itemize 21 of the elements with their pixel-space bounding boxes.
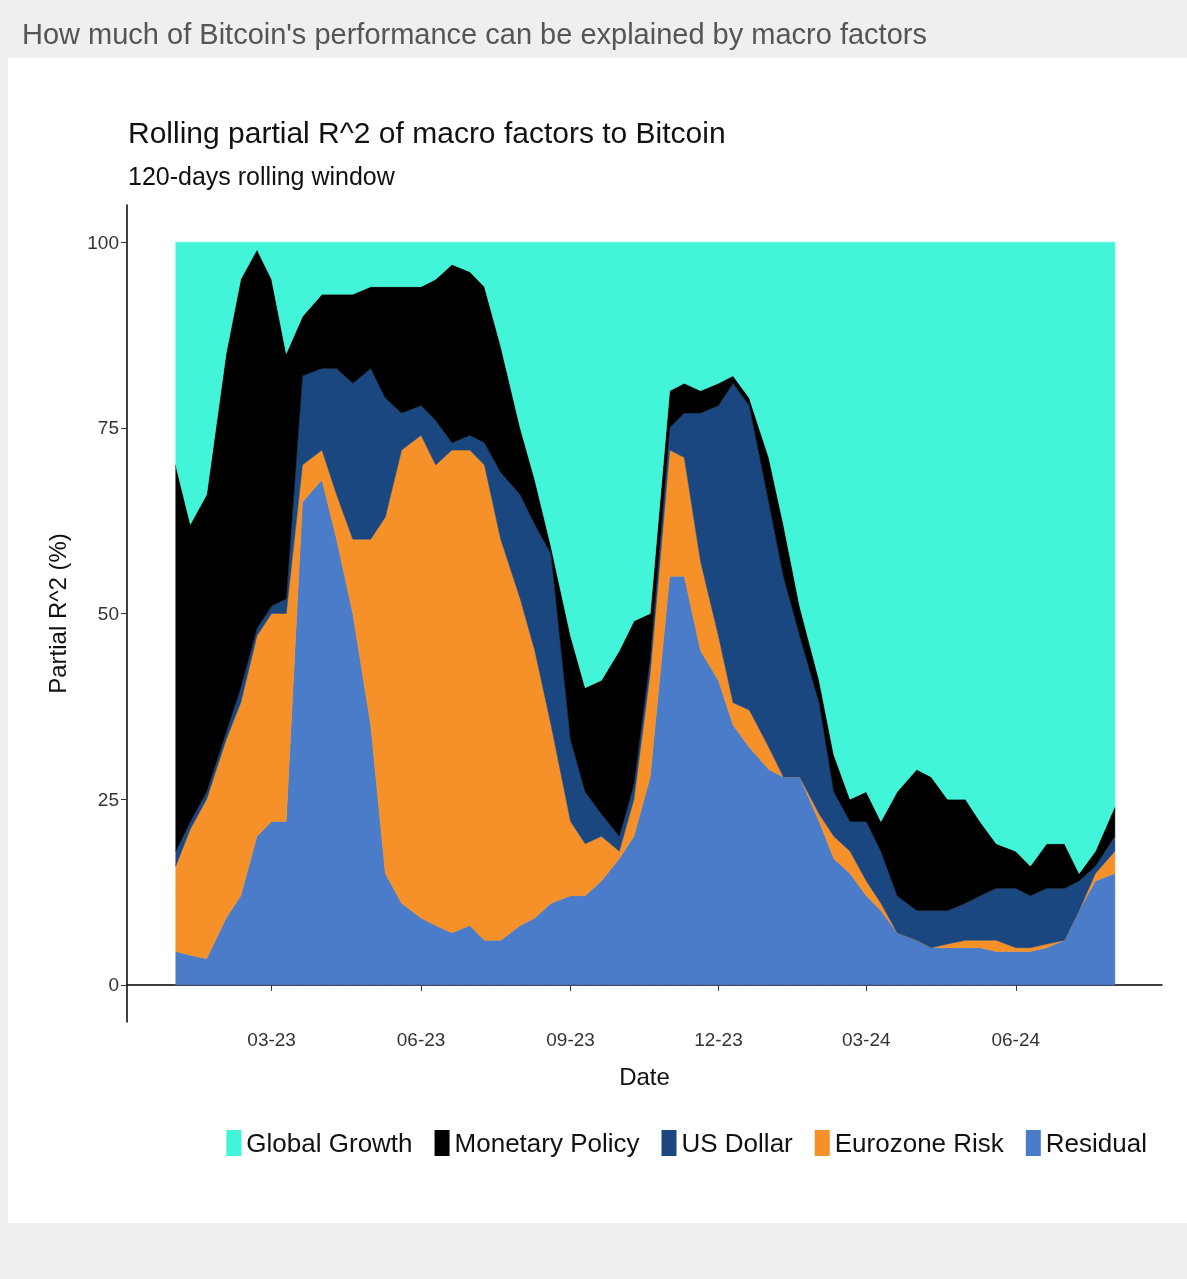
chart-subtitle: Rolling partial R^2 of macro factors to Bitcoin [128, 116, 726, 150]
y-tick-label: 100 [87, 231, 119, 253]
x-tick-label: 09-23 [546, 1029, 595, 1050]
legend-label: Monetary Policy [454, 1128, 640, 1158]
x-axis-title: Date [619, 1062, 670, 1090]
x-tick-label: 03-23 [247, 1029, 296, 1050]
x-tick-label: 12-23 [694, 1029, 743, 1050]
chart-title: How much of Bitcoin's performance can be explained by macro factors [22, 18, 927, 51]
y-tick-label: 75 [97, 417, 119, 439]
x-tick-label: 06-24 [991, 1029, 1041, 1050]
y-tick-label: 50 [97, 603, 119, 624]
text: 120-days rolling window [128, 162, 395, 191]
y-tick-label: 25 [97, 788, 119, 810]
x-tick-label: 03-24 [841, 1029, 892, 1050]
legend-label: Eurozone Risk [834, 1128, 1005, 1158]
legend-label: Residual [1045, 1128, 1147, 1158]
y-tick-label: 0 [108, 974, 119, 996]
legend-label: US Dollar [681, 1128, 794, 1158]
x-tick-label: 06-23 [396, 1029, 446, 1050]
legend-label: Global Growth [246, 1128, 413, 1158]
y-axis-title: Partial R^2 (%) [43, 533, 71, 694]
